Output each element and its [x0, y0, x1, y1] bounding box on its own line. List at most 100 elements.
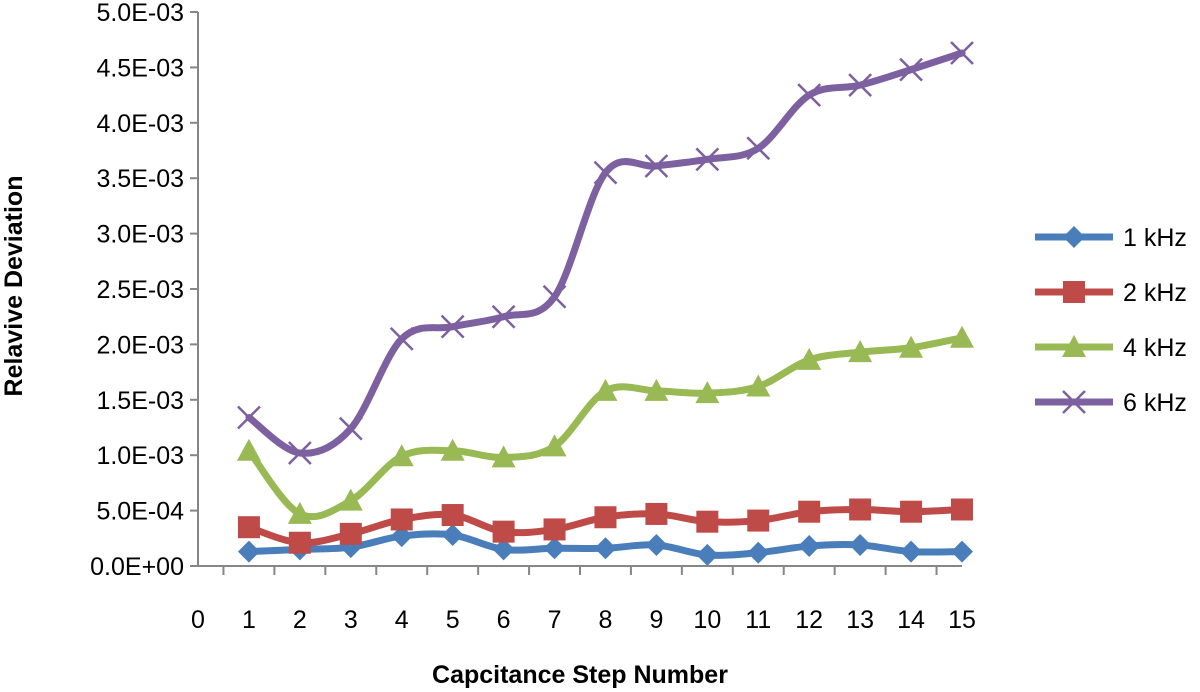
data-point-marker — [287, 501, 312, 524]
data-point-marker — [696, 510, 719, 533]
data-point-marker — [950, 41, 974, 65]
data-point-marker — [747, 541, 770, 564]
legend-marker — [1062, 335, 1086, 357]
data-point-marker — [543, 518, 566, 541]
y-axis-title: Relavive Deviation — [0, 176, 28, 397]
data-point-marker — [441, 523, 464, 546]
y-tick-label: 4.5E-03 — [96, 54, 184, 82]
data-point-marker — [338, 488, 363, 511]
x-tick-label: 13 — [846, 606, 874, 634]
legend-marker — [1063, 281, 1085, 303]
data-point-marker — [644, 154, 669, 178]
series-line — [245, 49, 966, 457]
y-axis-ticks: 0.0E+00 5.0E-04 1.0E-03 1.5E-03 2.0E-03 2.5E-… — [90, 0, 198, 581]
data-point-marker — [746, 374, 771, 397]
data-point-marker — [390, 525, 413, 548]
x-tick-label: 14 — [897, 606, 925, 634]
x-tick-label: 8 — [599, 606, 613, 634]
plot-series — [236, 41, 974, 566]
data-point-marker — [695, 381, 720, 404]
y-tick-label: 0.0E+00 — [90, 553, 184, 581]
x-tick-label: 1 — [242, 606, 256, 634]
data-point-marker — [900, 540, 923, 563]
data-point-marker — [237, 516, 260, 539]
data-point-marker — [899, 335, 924, 358]
data-point-marker — [900, 500, 923, 523]
y-tick-label: 5.0E-04 — [96, 498, 184, 526]
x-tick-label: 0 — [191, 606, 205, 634]
legend-marker — [1063, 226, 1085, 248]
y-tick-label: 3.0E-03 — [96, 221, 184, 249]
data-point-marker — [645, 502, 668, 525]
x-tick-label: 4 — [395, 606, 409, 634]
data-point-marker — [491, 304, 516, 329]
x-tick-label: 12 — [795, 606, 823, 634]
data-point-marker — [338, 416, 363, 441]
x-tick-label: 6 — [497, 606, 511, 634]
data-point-marker — [593, 160, 618, 185]
legend-label: 6 kHz — [1123, 389, 1187, 417]
legend-marker — [1062, 390, 1086, 414]
x-tick-label: 15 — [948, 606, 976, 634]
data-point-marker — [288, 531, 311, 554]
y-tick-label: 1.5E-03 — [96, 387, 184, 415]
legend-item: 6 kHz — [1035, 389, 1187, 417]
data-point-marker — [440, 438, 465, 461]
data-point-marker — [797, 347, 822, 370]
legend-label: 1 kHz — [1123, 224, 1187, 252]
x-tick-label: 11 — [745, 606, 771, 634]
y-tick-label: 2.5E-03 — [96, 276, 184, 304]
data-point-marker — [594, 506, 617, 529]
y-tick-label: 1.0E-03 — [96, 442, 184, 470]
data-point-marker — [644, 378, 669, 401]
data-point-marker — [848, 73, 873, 98]
data-point-marker — [492, 538, 515, 561]
data-point-marker — [389, 444, 414, 467]
data-point-marker — [747, 509, 770, 532]
x-tick-label: 5 — [446, 606, 460, 634]
data-point-marker — [951, 498, 973, 521]
series-2 — [237, 498, 973, 554]
data-point-marker — [441, 504, 464, 527]
data-point-marker — [798, 500, 821, 523]
data-point-marker — [389, 326, 414, 351]
legend: 1 kHz 2 kHz 4 kHz 6 kHz — [1035, 224, 1187, 417]
data-point-marker — [746, 136, 771, 161]
y-tick-label: 4.0E-03 — [96, 110, 184, 138]
data-point-marker — [899, 57, 923, 82]
x-tick-label: 7 — [548, 606, 562, 634]
x-tick-label: 2 — [293, 606, 307, 634]
legend-label: 2 kHz — [1123, 279, 1187, 307]
y-tick-label: 3.5E-03 — [96, 165, 184, 193]
legend-item: 4 kHz — [1035, 334, 1187, 362]
data-point-marker — [645, 533, 668, 556]
data-point-marker — [593, 378, 618, 401]
data-point-marker — [287, 441, 312, 465]
data-point-marker — [849, 498, 872, 521]
x-tick-label: 10 — [693, 606, 721, 634]
x-tick-label: 9 — [649, 606, 663, 634]
series-3 — [236, 325, 974, 524]
y-tick-label: 2.0E-03 — [96, 331, 184, 359]
data-point-marker — [848, 340, 873, 363]
series-4 — [237, 41, 974, 465]
data-point-marker — [950, 325, 974, 348]
data-point-marker — [237, 540, 260, 563]
data-point-marker — [491, 445, 516, 468]
data-point-marker — [695, 147, 720, 172]
data-point-marker — [696, 543, 719, 566]
data-point-marker — [543, 537, 566, 560]
data-point-marker — [849, 533, 872, 556]
data-point-marker — [542, 434, 567, 457]
data-point-marker — [542, 284, 567, 309]
series-1 — [237, 523, 973, 566]
data-point-marker — [594, 537, 617, 560]
data-point-marker — [339, 522, 362, 545]
data-point-marker — [951, 540, 973, 563]
data-point-marker — [797, 83, 822, 107]
legend-item: 2 kHz — [1035, 279, 1187, 307]
axes — [197, 12, 962, 567]
data-point-marker — [492, 520, 515, 543]
data-point-marker — [798, 535, 821, 558]
